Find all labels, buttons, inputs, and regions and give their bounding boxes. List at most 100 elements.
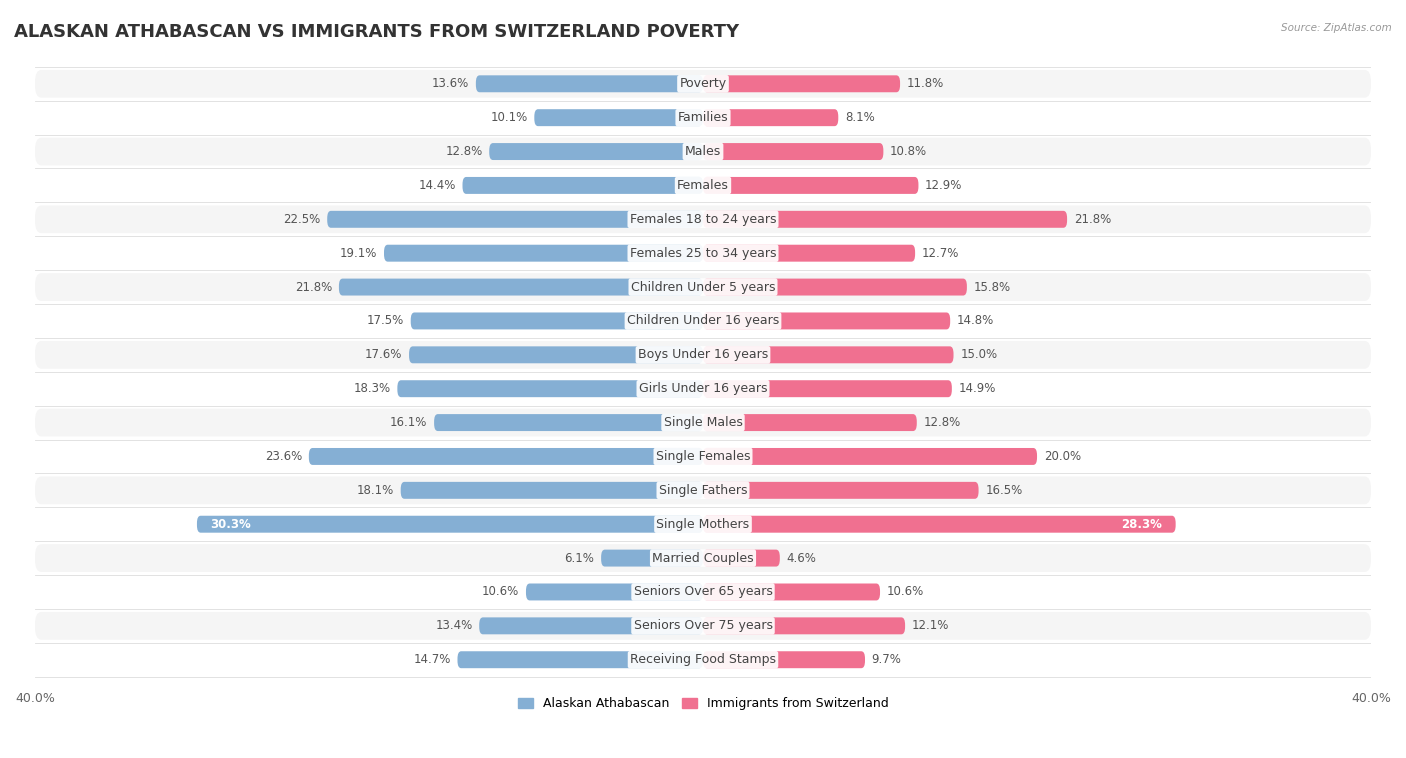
Text: 12.7%: 12.7%	[922, 246, 959, 260]
Text: Source: ZipAtlas.com: Source: ZipAtlas.com	[1281, 23, 1392, 33]
FancyBboxPatch shape	[35, 409, 1371, 437]
FancyBboxPatch shape	[475, 75, 703, 92]
Text: 15.0%: 15.0%	[960, 349, 997, 362]
FancyBboxPatch shape	[401, 482, 703, 499]
Text: 30.3%: 30.3%	[211, 518, 252, 531]
Text: 8.1%: 8.1%	[845, 111, 875, 124]
FancyBboxPatch shape	[703, 617, 905, 634]
FancyBboxPatch shape	[35, 70, 1371, 98]
FancyBboxPatch shape	[35, 578, 1371, 606]
Text: 4.6%: 4.6%	[786, 552, 817, 565]
Text: 16.1%: 16.1%	[389, 416, 427, 429]
FancyBboxPatch shape	[384, 245, 703, 262]
Text: Receiving Food Stamps: Receiving Food Stamps	[630, 653, 776, 666]
FancyBboxPatch shape	[35, 341, 1371, 368]
FancyBboxPatch shape	[463, 177, 703, 194]
FancyBboxPatch shape	[35, 171, 1371, 199]
FancyBboxPatch shape	[35, 273, 1371, 301]
FancyBboxPatch shape	[703, 109, 838, 126]
Text: 6.1%: 6.1%	[565, 552, 595, 565]
Text: 10.6%: 10.6%	[887, 585, 924, 599]
FancyBboxPatch shape	[35, 138, 1371, 165]
FancyBboxPatch shape	[489, 143, 703, 160]
FancyBboxPatch shape	[703, 211, 1067, 227]
FancyBboxPatch shape	[703, 448, 1038, 465]
Text: Single Fathers: Single Fathers	[659, 484, 747, 496]
Text: Children Under 16 years: Children Under 16 years	[627, 315, 779, 327]
FancyBboxPatch shape	[328, 211, 703, 227]
Text: 22.5%: 22.5%	[283, 213, 321, 226]
FancyBboxPatch shape	[434, 414, 703, 431]
Text: 14.8%: 14.8%	[957, 315, 994, 327]
Text: Poverty: Poverty	[679, 77, 727, 90]
Text: Married Couples: Married Couples	[652, 552, 754, 565]
FancyBboxPatch shape	[479, 617, 703, 634]
FancyBboxPatch shape	[35, 612, 1371, 640]
FancyBboxPatch shape	[703, 312, 950, 330]
Text: Families: Families	[678, 111, 728, 124]
Text: 12.8%: 12.8%	[446, 145, 482, 158]
Text: 14.4%: 14.4%	[419, 179, 456, 192]
Text: Females 18 to 24 years: Females 18 to 24 years	[630, 213, 776, 226]
Text: Females 25 to 34 years: Females 25 to 34 years	[630, 246, 776, 260]
Text: 20.0%: 20.0%	[1043, 450, 1081, 463]
FancyBboxPatch shape	[703, 279, 967, 296]
FancyBboxPatch shape	[35, 104, 1371, 132]
FancyBboxPatch shape	[398, 381, 703, 397]
Text: Males: Males	[685, 145, 721, 158]
Text: 13.6%: 13.6%	[432, 77, 470, 90]
Text: Seniors Over 65 years: Seniors Over 65 years	[634, 585, 772, 599]
FancyBboxPatch shape	[703, 245, 915, 262]
FancyBboxPatch shape	[703, 651, 865, 669]
FancyBboxPatch shape	[703, 177, 918, 194]
Text: 21.8%: 21.8%	[1074, 213, 1111, 226]
Text: ALASKAN ATHABASCAN VS IMMIGRANTS FROM SWITZERLAND POVERTY: ALASKAN ATHABASCAN VS IMMIGRANTS FROM SW…	[14, 23, 740, 41]
FancyBboxPatch shape	[35, 510, 1371, 538]
FancyBboxPatch shape	[411, 312, 703, 330]
Text: 18.3%: 18.3%	[353, 382, 391, 395]
FancyBboxPatch shape	[197, 515, 703, 533]
Text: 10.8%: 10.8%	[890, 145, 927, 158]
FancyBboxPatch shape	[35, 374, 1371, 402]
Text: Seniors Over 75 years: Seniors Over 75 years	[634, 619, 772, 632]
Text: 18.1%: 18.1%	[357, 484, 394, 496]
Text: Females: Females	[678, 179, 728, 192]
Text: 23.6%: 23.6%	[264, 450, 302, 463]
FancyBboxPatch shape	[35, 307, 1371, 335]
Text: 13.4%: 13.4%	[436, 619, 472, 632]
Text: Boys Under 16 years: Boys Under 16 years	[638, 349, 768, 362]
FancyBboxPatch shape	[35, 205, 1371, 233]
Text: 17.6%: 17.6%	[366, 349, 402, 362]
FancyBboxPatch shape	[35, 646, 1371, 674]
FancyBboxPatch shape	[703, 414, 917, 431]
Text: Single Females: Single Females	[655, 450, 751, 463]
FancyBboxPatch shape	[35, 544, 1371, 572]
Text: 16.5%: 16.5%	[986, 484, 1022, 496]
Text: Single Males: Single Males	[664, 416, 742, 429]
FancyBboxPatch shape	[703, 550, 780, 566]
Text: 14.9%: 14.9%	[959, 382, 995, 395]
FancyBboxPatch shape	[309, 448, 703, 465]
Text: Children Under 5 years: Children Under 5 years	[631, 280, 775, 293]
Text: Girls Under 16 years: Girls Under 16 years	[638, 382, 768, 395]
Text: 10.6%: 10.6%	[482, 585, 519, 599]
Text: 21.8%: 21.8%	[295, 280, 332, 293]
FancyBboxPatch shape	[35, 240, 1371, 267]
Text: 9.7%: 9.7%	[872, 653, 901, 666]
Text: 28.3%: 28.3%	[1122, 518, 1163, 531]
Text: 19.1%: 19.1%	[340, 246, 377, 260]
FancyBboxPatch shape	[35, 443, 1371, 471]
FancyBboxPatch shape	[339, 279, 703, 296]
FancyBboxPatch shape	[534, 109, 703, 126]
FancyBboxPatch shape	[602, 550, 703, 566]
FancyBboxPatch shape	[703, 143, 883, 160]
Text: 15.8%: 15.8%	[973, 280, 1011, 293]
FancyBboxPatch shape	[35, 477, 1371, 504]
Text: Single Mothers: Single Mothers	[657, 518, 749, 531]
Text: 14.7%: 14.7%	[413, 653, 451, 666]
Text: 12.1%: 12.1%	[911, 619, 949, 632]
FancyBboxPatch shape	[457, 651, 703, 669]
Legend: Alaskan Athabascan, Immigrants from Switzerland: Alaskan Athabascan, Immigrants from Swit…	[513, 692, 893, 716]
FancyBboxPatch shape	[703, 346, 953, 363]
FancyBboxPatch shape	[526, 584, 703, 600]
